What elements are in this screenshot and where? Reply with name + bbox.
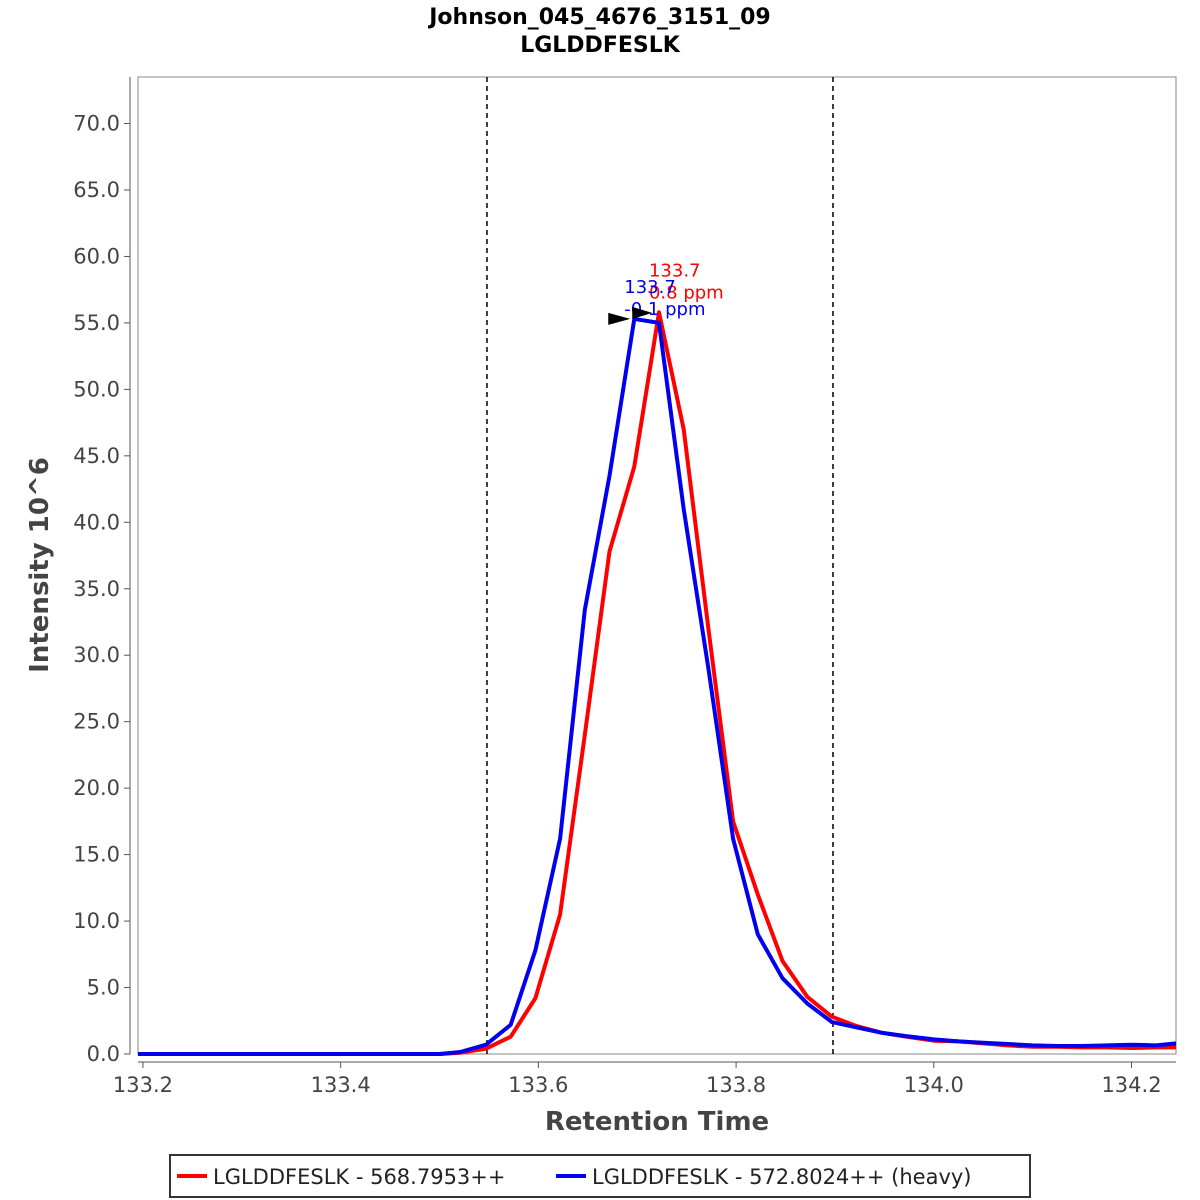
legend-entry-heavy: LGLDDFESLK - 572.8024++ (heavy): [592, 1165, 972, 1189]
y-tick-label: 10.0: [73, 909, 120, 933]
y-tick-label: 45.0: [73, 444, 120, 468]
y-tick-label: 25.0: [73, 710, 120, 734]
x-tick-label: 134.0: [904, 1073, 964, 1097]
series-line-heavy: [138, 316, 1177, 1056]
x-tick-label: 133.8: [706, 1073, 766, 1097]
y-tick-label: 5.0: [87, 976, 120, 1000]
x-tick-label: 133.2: [113, 1073, 173, 1097]
peak-marker-arrow: [632, 306, 653, 319]
y-tick-label: 30.0: [73, 643, 120, 667]
chart-title: Johnson_045_4676_3151_09: [427, 5, 771, 30]
legend: LGLDDFESLK - 568.7953++ LGLDDFESLK - 572…: [169, 1154, 1031, 1198]
y-tick-label: 55.0: [73, 311, 120, 335]
series-layer: [138, 310, 1177, 1056]
integration-boundaries: [486, 77, 834, 1054]
peak-label-light: 133.7: [649, 260, 701, 281]
plot-area: [137, 76, 1177, 1055]
axes: 0.0 5.0 10.0 15.0 20.0 25.0 30.0 35.0 40.0 45.0 50…: [73, 77, 1176, 1097]
peak-marker-arrow: [608, 312, 631, 325]
x-axis-label: Retention Time: [545, 1107, 769, 1137]
peak-label-light: 0.8 ppm: [649, 282, 724, 303]
x-tick-label: 133.6: [508, 1073, 568, 1097]
y-axis-label: Intensity 10^6: [25, 457, 55, 673]
x-tick-label: 133.4: [311, 1073, 371, 1097]
x-tick-label: 134.2: [1101, 1073, 1161, 1097]
y-tick-label: 50.0: [73, 377, 120, 401]
y-tick-label: 70.0: [73, 112, 120, 136]
y-tick-label: 65.0: [73, 178, 120, 202]
legend-entry-light: LGLDDFESLK - 568.7953++: [213, 1165, 505, 1189]
y-tick-label: 15.0: [73, 843, 120, 867]
y-tick-label: 60.0: [73, 244, 120, 268]
y-tick-label: 0.0: [87, 1042, 120, 1066]
y-tick-label: 40.0: [73, 510, 120, 534]
chart-subtitle: LGLDDFESLK: [520, 33, 681, 58]
legend-box: [169, 1154, 1031, 1198]
peak-label-heavy: 133.7: [624, 277, 676, 298]
y-tick-label: 35.0: [73, 577, 120, 601]
y-tick-label: 20.0: [73, 776, 120, 800]
